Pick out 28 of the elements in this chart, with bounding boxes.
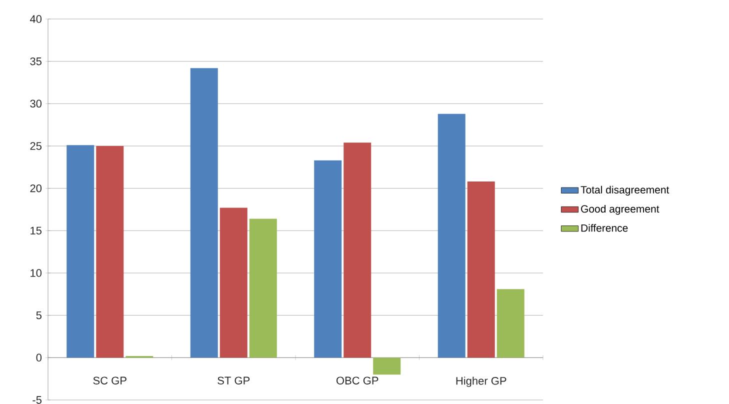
y-tick-label: 20	[30, 184, 42, 192]
x-tick-label: SC GP	[93, 376, 126, 384]
bar	[373, 358, 401, 375]
legend-label: Total disagreement	[580, 186, 670, 196]
legend-label: Good agreement	[581, 204, 660, 215]
y-tick-label: 5	[36, 311, 42, 320]
y-tick-label: 30	[30, 100, 42, 108]
y-tick-label: 35	[30, 57, 42, 66]
bar	[344, 142, 372, 358]
bar	[249, 218, 277, 358]
x-tick-label: OBC GP	[336, 376, 378, 384]
y-tick-label: 10	[30, 269, 42, 277]
bar	[438, 114, 466, 358]
y-tick-label: 25	[30, 142, 42, 150]
legend-label: Difference	[581, 224, 628, 232]
bar	[496, 289, 524, 358]
x-tick-label: ST GP	[218, 376, 250, 384]
x-tick-label: Higher GP	[456, 376, 506, 387]
bar	[467, 182, 495, 358]
bar	[220, 208, 248, 358]
bar	[314, 160, 342, 358]
bar	[66, 145, 94, 358]
y-tick-label: 40	[30, 15, 42, 23]
y-tick-label: 0	[36, 354, 42, 362]
y-tick-label: -5	[32, 396, 42, 404]
bar	[96, 146, 124, 358]
bar	[190, 68, 218, 358]
y-tick-label: 15	[30, 226, 42, 234]
